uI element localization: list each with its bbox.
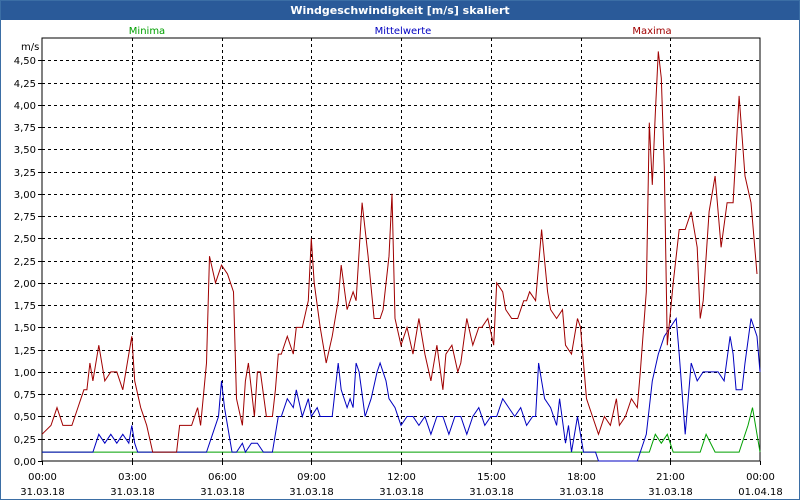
- y-tick-label: 4,25: [14, 79, 36, 90]
- x-tick-date: 31.03.18: [379, 487, 424, 498]
- x-tick-time: 21:00: [656, 472, 685, 483]
- series-line-mittelwerte: [42, 317, 761, 462]
- axes: 0,00 0,25 0,50 0,75 1,00 1,25 1,50 1,75 2,00 2,25…: [14, 37, 783, 498]
- y-tick-label: 1,00: [14, 368, 36, 379]
- x-tick-date: 31.03.18: [469, 487, 514, 498]
- y-tick-label: 0,25: [14, 435, 36, 446]
- y-tick-label: 2,25: [14, 257, 36, 268]
- x-tick-date: 31.03.18: [559, 487, 604, 498]
- x-tick-time: 09:00: [297, 472, 326, 483]
- series-line-maxima: [41, 51, 758, 453]
- x-tick-time: 15:00: [477, 472, 506, 483]
- y-tick-label: 0,00: [14, 457, 36, 468]
- y-tick-label: 3,75: [14, 123, 36, 134]
- series-lines: [41, 51, 761, 462]
- y-tick-label: 3,50: [14, 145, 36, 156]
- grid: [42, 38, 760, 461]
- legend: Minima Mittelwerte Maxima: [129, 26, 672, 37]
- x-tick-date: 31.03.18: [648, 487, 693, 498]
- y-tick-label: 2,75: [14, 212, 36, 223]
- y-tick-label: 0,75: [14, 390, 36, 401]
- x-tick-date: 31.03.18: [20, 487, 65, 498]
- y-tick-label: 3,00: [14, 190, 36, 201]
- y-tick-label: 1,75: [14, 301, 36, 312]
- y-tick-label: 2,00: [14, 279, 36, 290]
- x-tick-time: 00:00: [746, 472, 775, 483]
- x-tick-date: 31.03.18: [200, 487, 245, 498]
- x-tick-date: 31.03.18: [110, 487, 155, 498]
- x-tick-time: 12:00: [387, 472, 416, 483]
- y-tick-label: 1,50: [14, 323, 36, 334]
- y-tick-label: 3,25: [14, 168, 36, 179]
- x-tick-time: 03:00: [118, 472, 147, 483]
- series-line-minima: [42, 407, 761, 453]
- x-tick-date: 31.03.18: [289, 487, 334, 498]
- x-tick-time: 18:00: [567, 472, 596, 483]
- x-tick-time: 00:00: [28, 472, 57, 483]
- y-axis-label: m/s: [21, 42, 39, 53]
- y-tick-label: 4,00: [14, 101, 36, 112]
- legend-mittelwerte: Mittelwerte: [375, 26, 432, 37]
- window-title: Windgeschwindigkeit [m/s] skaliert: [1, 1, 799, 20]
- y-tick-label: 0,50: [14, 412, 36, 423]
- legend-maxima: Maxima: [632, 26, 671, 37]
- legend-minima: Minima: [129, 26, 165, 37]
- y-tick-label: 1,25: [14, 346, 36, 357]
- y-tick-label: 2,50: [14, 234, 36, 245]
- x-tick-date: 01.04.18: [738, 487, 783, 498]
- x-tick-time: 06:00: [208, 472, 237, 483]
- y-tick-label: 4,50: [14, 56, 36, 67]
